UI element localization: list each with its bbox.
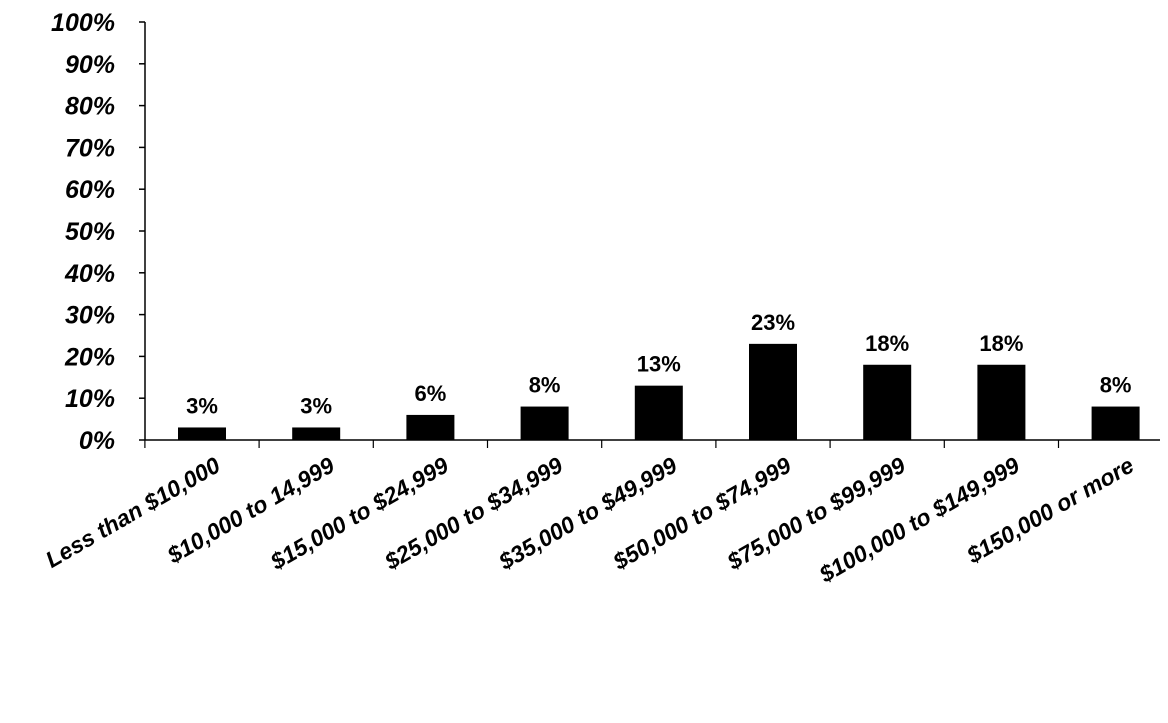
data-label: 23%: [751, 310, 795, 335]
bar: [634, 385, 683, 440]
y-axis: 0% 10% 20% 30% 40% 50% 60% 70% 80% 90% 100%: [51, 9, 146, 455]
bar: [178, 427, 226, 440]
bar: [292, 427, 341, 440]
data-labels: 3% 3% 6% 8% 13% 23% 18% 18% 8%: [186, 310, 1131, 419]
data-label: 3%: [186, 393, 218, 418]
data-label: 18%: [865, 331, 909, 356]
y-tick-label: 40%: [64, 260, 115, 288]
y-tick-label: 30%: [65, 302, 115, 330]
bars: [178, 343, 1140, 440]
bar: [749, 343, 797, 440]
bar: [406, 414, 455, 440]
y-tick-label: 10%: [65, 385, 115, 413]
y-tick-label: 20%: [64, 343, 115, 371]
bar: [977, 364, 1026, 440]
bar: [863, 364, 912, 440]
y-tick-label: 80%: [65, 93, 115, 121]
y-tick-label: 0%: [79, 427, 115, 455]
data-label: 13%: [637, 352, 681, 377]
x-tick-label: $100,000 to $149,999: [814, 452, 1024, 588]
data-label: 8%: [529, 373, 561, 398]
data-label: 8%: [1100, 373, 1132, 398]
x-axis: [144, 439, 1160, 448]
data-label: 18%: [979, 331, 1023, 356]
y-tick-label: 100%: [51, 9, 115, 37]
data-label: 6%: [415, 381, 447, 406]
y-tick-label: 90%: [65, 51, 115, 79]
y-tick-label: 60%: [65, 176, 115, 204]
bar: [520, 406, 569, 440]
y-tick-label: 70%: [65, 134, 115, 162]
y-tick-label: 50%: [65, 218, 115, 246]
data-label: 3%: [300, 393, 332, 418]
x-tick-labels: Less than $10,000$10,000 to 14,999$15,00…: [41, 452, 1138, 588]
bar: [1091, 406, 1140, 440]
